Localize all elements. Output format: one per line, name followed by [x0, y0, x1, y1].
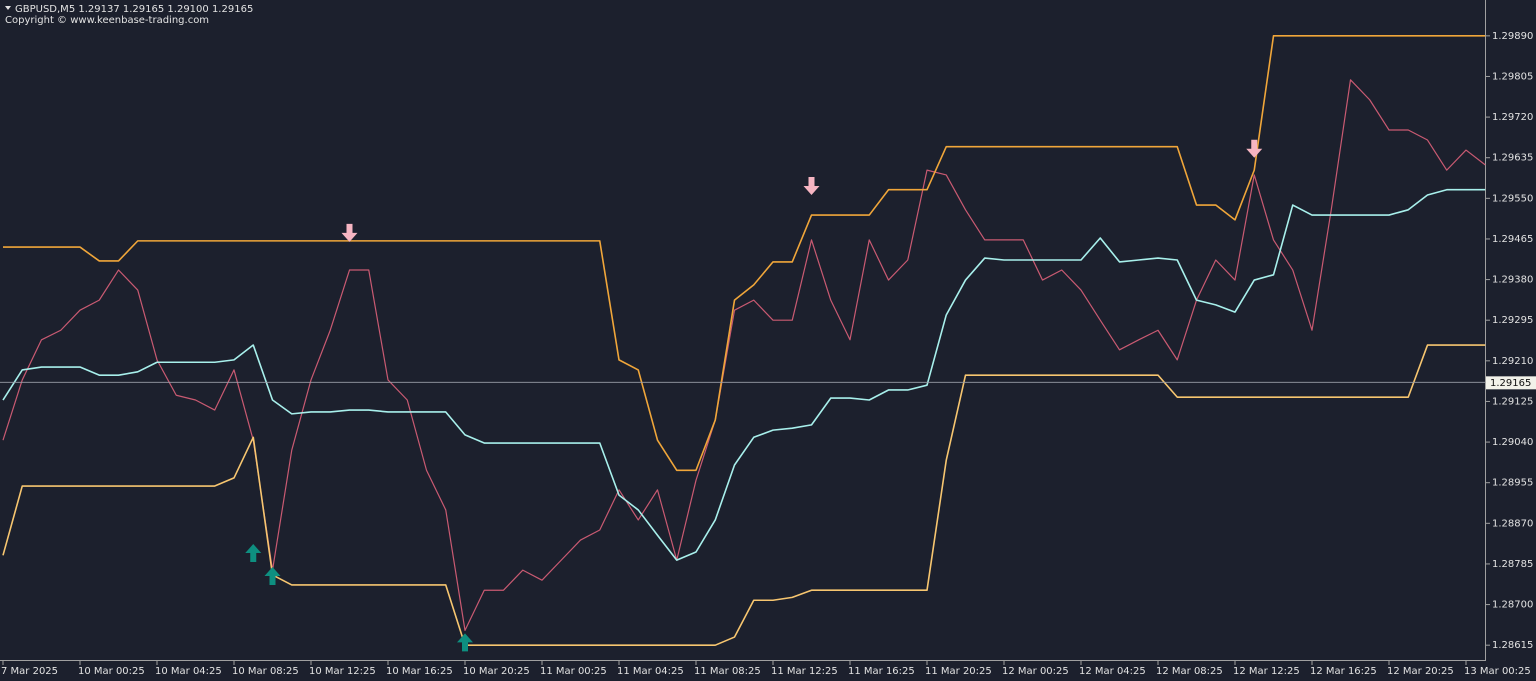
x-tick-label: 11 Mar 16:25: [848, 666, 915, 677]
y-tick-label: 1.28870: [1492, 518, 1533, 529]
price-line: [2, 79, 1486, 631]
indicator-line: [3, 35, 1486, 472]
y-tick-label: 1.29465: [1492, 234, 1533, 245]
x-tick-label: 11 Mar 04:25: [617, 666, 684, 677]
y-tick-label: 1.29550: [1492, 193, 1533, 204]
sell-arrow: [1246, 139, 1263, 158]
x-tick-label: 11 Mar 20:25: [925, 666, 992, 677]
y-tick-label: 1.28955: [1492, 478, 1533, 489]
y-tick-label: 1.29890: [1492, 31, 1533, 42]
chart-title: GBPUSD,M5 1.29137 1.29165 1.29100 1.2916…: [15, 4, 253, 15]
x-tick-label: 11 Mar 00:25: [540, 666, 607, 677]
x-tick-label: 12 Mar 12:25: [1233, 666, 1300, 677]
x-tick-label: 11 Mar 12:25: [771, 666, 838, 677]
y-tick-label: 1.29295: [1492, 315, 1533, 326]
x-tick-label: 10 Mar 04:25: [155, 666, 222, 677]
x-tick-label: 11 Mar 08:25: [694, 666, 761, 677]
x-tick-label: 7 Mar 2025: [1, 666, 58, 677]
menu-triangle[interactable]: [5, 6, 11, 10]
x-tick-label: 10 Mar 16:25: [386, 666, 453, 677]
y-tick-label: 1.29720: [1492, 112, 1533, 123]
chart-subtitle: Copyright © www.keenbase-trading.com: [5, 15, 209, 26]
buy-arrow: [245, 544, 262, 563]
x-tick-label: 12 Mar 08:25: [1156, 666, 1223, 677]
y-tick-label: 1.29635: [1492, 153, 1533, 164]
y-tick-label: 1.28700: [1492, 600, 1533, 611]
x-tick-label: 12 Mar 00:25: [1002, 666, 1069, 677]
x-tick-label: 10 Mar 08:25: [232, 666, 299, 677]
y-tick-label: 1.29210: [1492, 356, 1533, 367]
indicator-line: [2, 344, 1486, 646]
x-tick-label: 12 Mar 20:25: [1387, 666, 1454, 677]
buy-arrow: [457, 633, 473, 652]
x-tick-label: 12 Mar 04:25: [1079, 666, 1146, 677]
sell-arrow: [341, 223, 358, 242]
indicator-line: [2, 188, 1486, 561]
x-tick-label: 12 Mar 16:25: [1310, 666, 1377, 677]
y-tick-label: 1.28615: [1492, 640, 1533, 651]
y-tick-label: 1.29380: [1492, 275, 1533, 286]
sell-arrow: [803, 176, 820, 195]
buy-arrow: [264, 566, 281, 585]
y-tick-label: 1.28785: [1492, 559, 1533, 570]
current-price-box: [1486, 376, 1536, 390]
x-tick-label: 10 Mar 12:25: [309, 666, 376, 677]
x-tick-label: 10 Mar 00:25: [78, 666, 145, 677]
x-tick-label: 10 Mar 20:25: [463, 666, 530, 677]
y-tick-label: 1.29040: [1492, 437, 1533, 448]
y-tick-label: 1.29805: [1492, 71, 1533, 82]
y-tick-label: 1.29125: [1492, 396, 1533, 407]
x-tick-label: 13 Mar 00:25: [1464, 666, 1531, 677]
current-price-label: 1.29165: [1490, 378, 1531, 389]
